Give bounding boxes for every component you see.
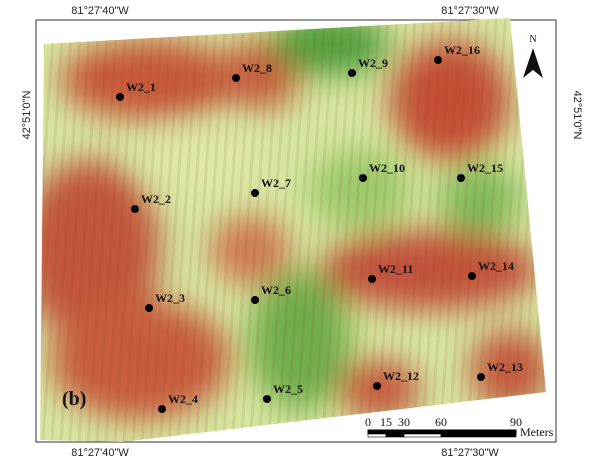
well-label: W2_11 [378,262,413,276]
well-point [263,395,271,403]
map: 81°27'40"W 81°27'30"W 81°27'40"W 81°27'3… [0,0,594,463]
coordinate-label: 81°27'30"W [441,5,499,17]
scale-segment [386,434,404,437]
well-label: W2_7 [261,176,291,190]
well-label: W2_14 [478,259,514,273]
scale-segment [404,434,441,437]
scale-segment [386,430,404,434]
coordinate-label: 81°27'40"W [71,447,129,459]
scale-segment [368,430,386,434]
well-label: W2_8 [242,61,272,75]
well-label: W2_6 [261,283,291,297]
panel-label: (b) [62,388,86,410]
scale-segment [404,430,441,434]
well-point [251,189,259,197]
scale-tick-label: 30 [398,415,410,429]
coordinate-label: 42°51'0"N [21,90,33,139]
scale-segment [441,434,516,437]
well-point [457,174,465,182]
well-label: W2_3 [155,291,185,305]
well-label: W2_2 [141,192,171,206]
well-label: W2_4 [168,392,198,406]
scale-tick-label: 0 [365,415,371,429]
well-point [116,93,124,101]
coordinate-label: 81°27'40"W [71,5,129,17]
well-point [131,205,139,213]
north-label: N [529,34,536,45]
well-point [348,69,356,77]
well-point [368,275,376,283]
well-label: W2_12 [383,369,419,383]
scale-unit: Meters [520,425,554,439]
well-label: W2_10 [369,161,405,175]
well-label: W2_15 [467,161,503,175]
scale-tick-label: 15 [380,415,392,429]
well-point [373,382,381,390]
scale-tick-label: 60 [435,415,447,429]
well-point [434,56,442,64]
well-label: W2_5 [273,382,303,396]
well-point [251,296,259,304]
well-point [158,405,166,413]
well-point [477,373,485,381]
well-label: W2_16 [444,43,480,57]
scale-segment [441,430,516,434]
well-point [145,304,153,312]
well-label: W2_9 [358,56,388,70]
coordinate-label: 42°51'0"N [571,91,583,140]
well-point [232,74,240,82]
well-label: W2_1 [126,80,156,94]
well-label: W2_13 [487,360,523,374]
well-point [468,272,476,280]
coordinate-label: 81°27'30"W [441,447,499,459]
well-point [359,174,367,182]
scale-segment [368,434,386,437]
